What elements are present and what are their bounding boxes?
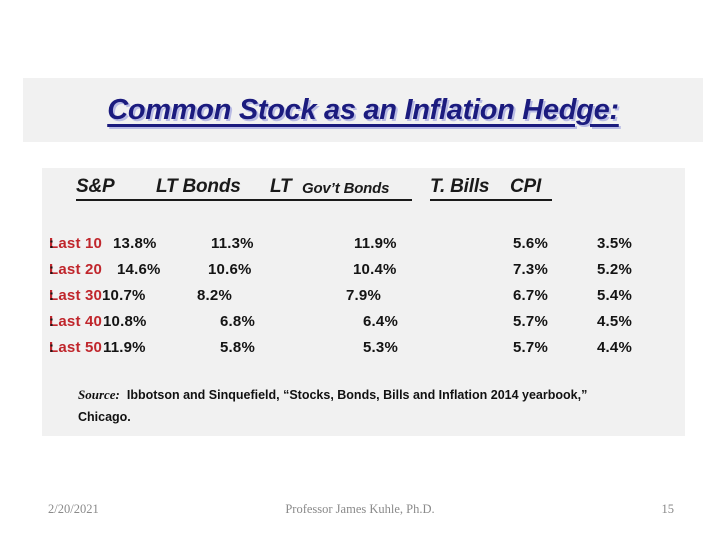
cell-lt-bonds: 6.8% <box>220 313 255 330</box>
source-citation: Ibbotson and Sinquefield, “Stocks, Bonds… <box>126 388 588 402</box>
cell-t-bills: 5.6% <box>513 235 548 252</box>
cell-t-bills: 6.7% <box>513 287 548 304</box>
data-table: S&P LT Bonds LT Gov’t Bonds T. Bills CPI… <box>42 168 685 436</box>
header-underline <box>76 199 412 201</box>
slide-title: Common Stock as an Inflation Hedge: <box>107 93 619 126</box>
cell-lt-bonds: 5.8% <box>220 339 255 356</box>
cell-cpi: 4.4% <box>597 339 632 356</box>
cell-sp500: 13.8% <box>113 235 157 252</box>
source-line-1: Source: Ibbotson and Sinquefield, “Stock… <box>78 384 587 406</box>
title-box: Common Stock as an Inflation Hedge: <box>23 78 703 142</box>
footer-page-number: 15 <box>661 502 675 516</box>
table-row: Last 50: 11.9% 5.8% 5.3% 5.7% 4.4% <box>49 339 632 356</box>
cell-t-bills: 5.7% <box>513 339 548 356</box>
header-t-bills: T. Bills <box>430 176 490 197</box>
cell-cpi: 5.2% <box>597 261 632 278</box>
source-label: Source: <box>78 387 120 402</box>
cell-sp500: 11.9% <box>103 339 146 356</box>
cell-sp500: 14.6% <box>117 261 161 278</box>
cell-lt-gov: 5.3% <box>363 339 398 356</box>
cell-lt-gov: 11.9% <box>354 235 397 252</box>
footer-date: 2/20/2021 <box>48 502 99 516</box>
cell-lt-gov: 7.9% <box>346 287 381 304</box>
cell-t-bills: 5.7% <box>513 313 548 330</box>
cell-sp500: 10.7% <box>102 287 146 304</box>
cell-t-bills: 7.3% <box>513 261 548 278</box>
cell-cpi: 4.5% <box>597 313 632 330</box>
header-lt-gov-suffix: Gov’t Bonds <box>302 180 390 197</box>
table-row: Last 30: 10.7% 8.2% 7.9% 6.7% 5.4% <box>49 287 632 304</box>
source-note: Source: Ibbotson and Sinquefield, “Stock… <box>78 384 587 428</box>
cell-cpi: 5.4% <box>597 287 632 304</box>
footer-author: Professor James Kuhle, Ph.D. <box>285 502 435 516</box>
table-row: Last 20: 14.6% 10.6% 10.4% 7.3% 5.2% <box>49 261 632 278</box>
source-line-2: Chicago. <box>78 410 131 424</box>
cell-lt-bonds: 8.2% <box>197 287 232 304</box>
header-cpi: CPI <box>510 176 542 197</box>
cell-sp500: 10.8% <box>103 313 147 330</box>
table-row: Last 10: 13.8% 11.3% 11.9% 5.6% 3.5% <box>49 235 632 252</box>
cell-lt-gov: 6.4% <box>363 313 398 330</box>
cell-cpi: 3.5% <box>597 235 632 252</box>
header-underline <box>430 199 552 201</box>
table-row: Last 40: 10.8% 6.8% 6.4% 5.7% 4.5% <box>49 313 632 330</box>
cell-lt-bonds: 10.6% <box>208 261 252 278</box>
header-lt-gov-prefix: LT <box>270 176 292 197</box>
header-sp500: S&P <box>76 176 115 197</box>
cell-lt-bonds: 11.3% <box>211 235 254 252</box>
header-lt-bonds: LT Bonds <box>156 176 241 197</box>
cell-lt-gov: 10.4% <box>353 261 397 278</box>
